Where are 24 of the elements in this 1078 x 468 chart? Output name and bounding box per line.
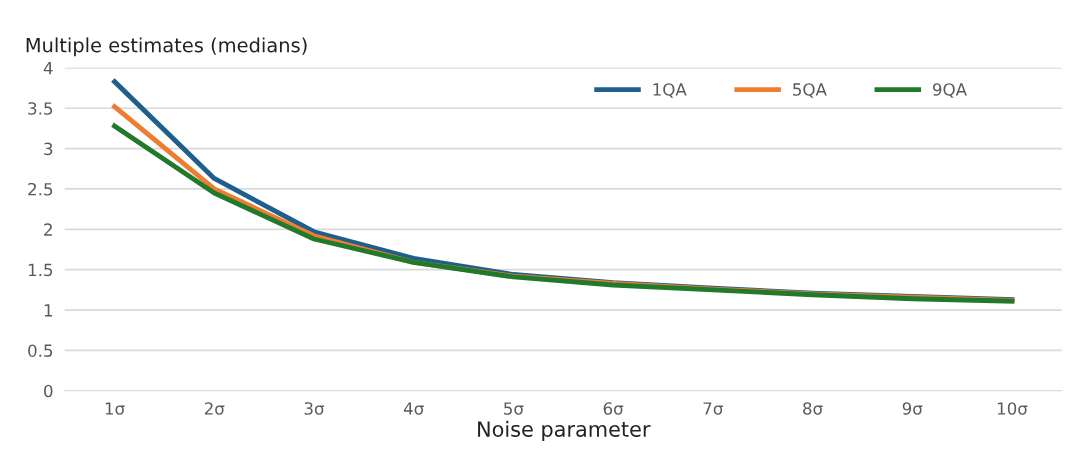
x-tick-label: 5σ <box>504 402 524 415</box>
x-tick-label: 10σ <box>997 402 1028 415</box>
x-axis-title: Noise parameter <box>478 420 651 441</box>
y-tick-label: 1 <box>44 304 53 317</box>
x-tick-label: 9σ <box>902 402 923 415</box>
x-tick-label: 3σ <box>304 402 325 415</box>
x-tick-label: 4σ <box>403 402 424 415</box>
y-tick-label: 3.5 <box>28 102 53 115</box>
legend-label: 5QA <box>793 83 827 98</box>
y-tick-label: 0 <box>44 384 53 398</box>
x-tick-label: 6σ <box>603 402 624 415</box>
y-tick-label: 4 <box>43 62 53 75</box>
y-tick-label: 1.5 <box>28 263 53 277</box>
x-tick-label: 7σ <box>703 402 723 415</box>
y-tick-label: 3 <box>44 142 53 156</box>
y-tick-label: 2.5 <box>28 182 53 196</box>
y-tick-label: 0.5 <box>28 344 53 357</box>
legend-label: 9QA <box>932 83 967 98</box>
x-tick-label: 1σ <box>105 402 125 415</box>
legend-label: 1QA <box>653 83 687 98</box>
chart-title: Multiple estimates (medians) <box>26 37 307 57</box>
x-tick-label: 2σ <box>204 402 225 415</box>
y-tick-label: 2 <box>44 223 52 236</box>
x-tick-label: 8σ <box>803 402 823 415</box>
